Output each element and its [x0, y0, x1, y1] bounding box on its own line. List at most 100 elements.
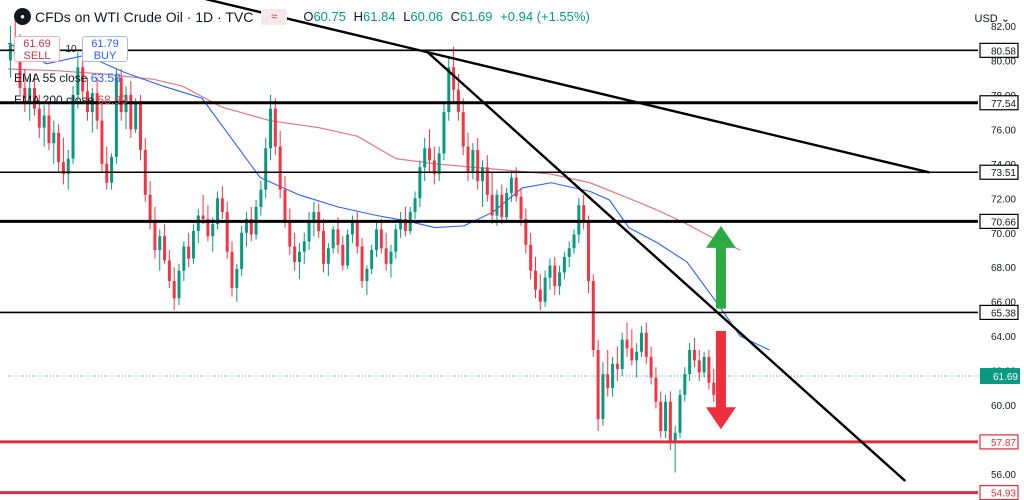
candle-body [403, 218, 407, 232]
y-tick-label: 56.00 [991, 470, 1016, 481]
candle-body [442, 112, 446, 154]
candle-body [37, 108, 41, 128]
candle-body [365, 268, 369, 282]
candle-body [678, 394, 682, 433]
candle-body [138, 103, 142, 150]
candle-body [635, 351, 639, 361]
candle-body [379, 229, 383, 249]
candle-body [481, 167, 484, 182]
candle-body [23, 87, 27, 99]
candle-body [322, 231, 326, 264]
level-tag-label: 80.58 [991, 46, 1016, 57]
symbol-title[interactable]: CFDs on WTI Crude Oil · 1D · TVC [35, 8, 254, 25]
candle-body [692, 350, 696, 361]
candles-layer [8, 17, 721, 473]
candle-body [389, 251, 393, 264]
candle-body [153, 222, 157, 250]
ema55-legend[interactable]: EMA 55 close 63.58 [14, 71, 121, 85]
candle-body [485, 167, 489, 195]
candle-body [461, 112, 465, 147]
axis-tags-layer: 80.58 77.54 73.51 70.66 65.38 57.87 54.93 61.69 [979, 42, 1020, 500]
candle-body [625, 339, 629, 349]
ema200-legend[interactable]: EMA 200 close 68.99 [14, 93, 127, 107]
high-value: 61.84 [363, 9, 396, 24]
candle-body [312, 212, 316, 223]
level-tag-label: 65.38 [991, 308, 1016, 319]
candle-body [476, 150, 480, 182]
candle-body [129, 94, 133, 130]
candle-body [654, 377, 658, 402]
candle-body [456, 89, 460, 113]
candle-body [582, 205, 586, 221]
candle-body [509, 177, 513, 194]
y-tick-label: 68.00 [991, 263, 1016, 274]
ema55-layer [7, 42, 770, 351]
candle-body [95, 93, 99, 121]
candle-body [288, 220, 292, 247]
candle-body [500, 194, 504, 218]
candle-body [697, 360, 701, 373]
candle-body [413, 198, 417, 213]
price-axis: 82.0080.0078.0076.0074.0072.0070.0068.00… [978, 0, 1024, 500]
trendline-lower [424, 49, 907, 482]
sell-price: 61.69 [23, 38, 51, 50]
candle-body [211, 224, 215, 237]
candle-body [264, 148, 268, 190]
candle-body [562, 256, 566, 273]
candle-body [668, 401, 672, 444]
candle-body [524, 218, 528, 245]
ema200-label: EMA 200 close [14, 93, 95, 107]
candle-body [533, 270, 537, 290]
candle-body [418, 167, 422, 199]
candle-body [28, 87, 32, 99]
ema200-line [7, 68, 741, 251]
candle-body [423, 148, 427, 168]
candle-body [596, 350, 600, 419]
candle-body [182, 246, 186, 271]
ema55-line [7, 42, 770, 351]
candle-body [33, 87, 36, 109]
candle-body [673, 432, 677, 444]
sell-button[interactable]: 61.69 SELL [14, 36, 60, 62]
candle-body [18, 55, 22, 88]
candle-body [114, 77, 118, 157]
high-label: H [353, 9, 364, 24]
candle-body [187, 246, 191, 259]
candle-body [630, 348, 634, 361]
level-tag [979, 42, 1019, 58]
candle-body [307, 222, 311, 242]
candle-body [611, 363, 615, 388]
candle-body [163, 236, 167, 261]
y-tick-label: 72.00 [991, 194, 1016, 205]
buy-label: BUY [93, 50, 117, 62]
candle-body [471, 150, 475, 173]
currency-selector[interactable]: USD ⌄ [974, 13, 1011, 25]
levels-layer [0, 49, 978, 495]
y-tick-label: 80.00 [991, 56, 1016, 67]
candle-body [235, 268, 239, 288]
candle-body [220, 198, 224, 213]
candle-body [249, 218, 253, 235]
candle-body [230, 251, 234, 288]
candle-body [466, 146, 470, 173]
candle-body [148, 194, 152, 223]
candle-body [331, 229, 335, 249]
candle-body [134, 103, 138, 130]
candle-body [432, 160, 436, 175]
candle-body [558, 272, 562, 287]
y-tick-label: 64.00 [991, 332, 1016, 343]
candle-body [548, 265, 552, 278]
open-label: O [303, 9, 314, 24]
candle-body [659, 401, 663, 432]
candle-body [370, 250, 374, 269]
candle-body [394, 229, 398, 252]
eye-icon[interactable]: ≈ [261, 8, 288, 25]
chart-header: CFDs on WTI Crude Oil · 1D · TVC ≈ O60.7… [14, 8, 594, 25]
candle-body [196, 215, 200, 232]
candle-body [688, 350, 692, 375]
candle-body [216, 198, 220, 225]
candle-body [206, 218, 210, 237]
buy-button[interactable]: 61.79 BUY [82, 36, 128, 62]
candle-body [620, 339, 624, 369]
